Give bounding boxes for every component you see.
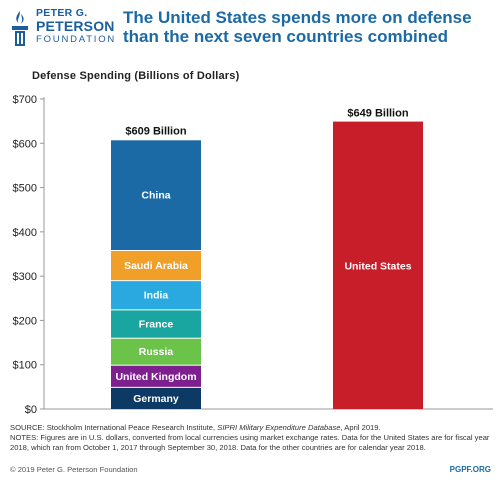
bar-segment <box>111 365 201 387</box>
y-tick-label: $300 <box>13 271 37 283</box>
bar-segment <box>111 140 201 251</box>
torch-logo-icon <box>12 11 28 46</box>
segment-label: Germany <box>133 393 179 405</box>
header: PETER G. PETERSON FOUNDATION The United … <box>0 0 503 62</box>
y-tick-label: $400 <box>13 227 37 239</box>
y-tick-label: $700 <box>13 94 37 106</box>
y-tick-label: $0 <box>25 404 37 416</box>
bar-segment <box>333 121 423 410</box>
bar-segment <box>111 387 201 409</box>
segment-label: Saudi Arabia <box>124 260 188 272</box>
y-tick-label: $500 <box>13 183 37 195</box>
logo-line-1: PETER G. <box>36 7 88 19</box>
bar-segment <box>111 338 201 365</box>
source-prefix: SOURCE: Stockholm International Peace Re… <box>10 423 218 432</box>
segment-label: China <box>141 190 170 202</box>
bar-total-label: $649 Billion <box>347 108 408 120</box>
y-tick-label: $200 <box>13 315 37 327</box>
headline: The United States spends more on defense… <box>123 8 472 46</box>
segment-label: Russia <box>139 346 174 358</box>
site-link[interactable]: PGPF.ORG <box>449 465 491 474</box>
logo-line-2: PETERSON <box>36 18 115 34</box>
source-suffix: , April 2019. <box>340 423 381 432</box>
segment-label: India <box>144 290 169 302</box>
logo-line-3: FOUNDATION <box>36 34 117 45</box>
bar-segment <box>111 310 201 338</box>
y-tick-label: $100 <box>13 360 37 372</box>
segment-label: United States <box>344 260 411 272</box>
source-database: SIPRI Military Expenditure Database <box>217 423 341 432</box>
notes-text: NOTES: Figures are in U.S. dollars, conv… <box>10 433 490 452</box>
source-notes: SOURCE: Stockholm International Peace Re… <box>10 423 498 453</box>
segment-label: France <box>139 319 174 331</box>
segment-label: United Kingdom <box>115 371 196 383</box>
bar-segment <box>111 251 201 281</box>
source-line: SOURCE: Stockholm International Peace Re… <box>10 423 498 433</box>
defense-spending-chart: $0 $100 $200 $300 $400 $500 $600 $700 Germany Uni… <box>13 94 493 416</box>
y-tick-label: $600 <box>13 138 37 150</box>
bar-total-label: $609 Billion <box>125 125 186 137</box>
logo-wordmark: PETER G. PETERSON FOUNDATION <box>36 7 117 46</box>
chart-subtitle: Defense Spending (Billions of Dollars) <box>32 70 240 82</box>
copyright: © 2019 Peter G. Peterson Foundation <box>10 465 138 474</box>
bar-segment <box>111 281 201 310</box>
